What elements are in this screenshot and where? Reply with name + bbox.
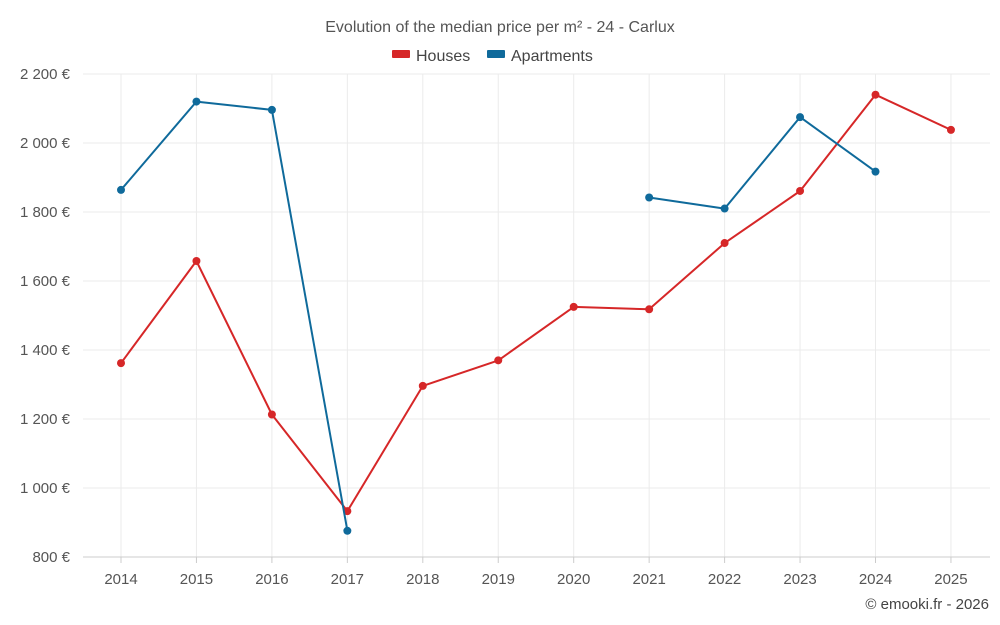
y-tick-label: 2 200 € — [20, 66, 71, 83]
data-point-apartments-2022[interactable] — [720, 204, 729, 213]
x-tick-label: 2017 — [331, 571, 364, 588]
y-tick-label: 1 200 € — [20, 411, 71, 428]
data-point-houses-2015[interactable] — [192, 256, 201, 265]
series-apartments — [117, 97, 880, 535]
data-point-houses-2019[interactable] — [494, 356, 503, 365]
y-tick-label: 2 000 € — [20, 135, 71, 152]
data-point-houses-2020[interactable] — [569, 302, 578, 311]
x-tick-label: 2021 — [632, 571, 665, 588]
data-point-houses-2018[interactable] — [418, 381, 427, 390]
data-point-houses-2017[interactable] — [343, 507, 352, 516]
data-point-houses-2025[interactable] — [946, 125, 955, 134]
x-tick-label: 2019 — [482, 571, 515, 588]
y-tick-label: 1 400 € — [20, 342, 71, 359]
data-point-houses-2021[interactable] — [645, 305, 654, 314]
credit-text: © emooki.fr - 2026 — [865, 596, 989, 613]
data-point-apartments-2016[interactable] — [267, 105, 276, 114]
x-tick-label: 2020 — [557, 571, 590, 588]
axes: 800 € 1 000 € 1 200 € 1 400 € 1 600 € 1 800 €… — [20, 66, 990, 588]
data-point-apartments-2023[interactable] — [796, 113, 805, 122]
legend-item-apartments[interactable]: Apartments — [487, 48, 593, 65]
y-tick-label: 1 000 € — [20, 480, 71, 497]
legend-swatch-houses — [392, 50, 410, 58]
x-tick-label: 2016 — [255, 571, 288, 588]
data-point-houses-2014[interactable] — [117, 359, 125, 368]
data-point-houses-2022[interactable] — [720, 239, 729, 248]
data-point-apartments-2014[interactable] — [117, 185, 125, 194]
data-point-houses-2023[interactable] — [796, 186, 805, 195]
series-houses — [117, 90, 955, 516]
data-point-houses-2016[interactable] — [267, 410, 276, 419]
x-tick-label: 2014 — [104, 571, 137, 588]
series-line-houses — [120, 93, 952, 513]
y-tick-label: 1 800 € — [20, 204, 71, 221]
legend: Houses Apartments — [392, 48, 593, 65]
x-tick-label: 2022 — [708, 571, 741, 588]
x-tick-label: 2015 — [180, 571, 213, 588]
x-tick-label: 2023 — [783, 571, 816, 588]
data-point-apartments-2024[interactable] — [871, 167, 880, 176]
x-tick-label: 2018 — [406, 571, 439, 588]
series-line-apartments — [648, 116, 877, 210]
x-tick-label: 2025 — [934, 571, 967, 588]
chart-title: Evolution of the median price per m² - 2… — [325, 19, 674, 36]
data-point-houses-2024[interactable] — [871, 90, 880, 99]
series — [117, 90, 955, 535]
x-tick-label: 2024 — [859, 571, 892, 588]
series-line-apartments — [120, 100, 349, 531]
data-point-apartments-2021[interactable] — [645, 193, 654, 202]
legend-swatch-apartments — [487, 50, 505, 58]
legend-label-houses: Houses — [416, 48, 470, 65]
data-point-apartments-2017[interactable] — [343, 526, 352, 535]
data-point-apartments-2015[interactable] — [192, 97, 201, 106]
legend-item-houses[interactable]: Houses — [392, 48, 470, 65]
y-tick-label: 800 € — [32, 549, 70, 566]
grid — [83, 73, 990, 557]
legend-label-apartments: Apartments — [511, 48, 593, 65]
y-tick-label: 1 600 € — [20, 273, 71, 290]
